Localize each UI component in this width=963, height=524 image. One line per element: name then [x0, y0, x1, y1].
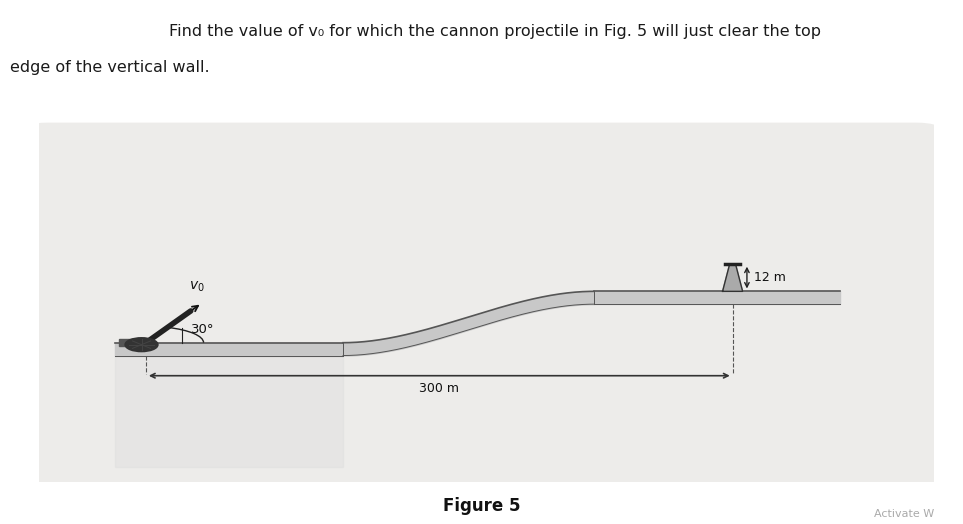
Circle shape — [125, 338, 158, 351]
Text: Figure 5: Figure 5 — [443, 497, 520, 515]
Text: $v_0$: $v_0$ — [189, 279, 204, 294]
Text: 30°: 30° — [191, 323, 215, 336]
Text: Activate W: Activate W — [873, 509, 934, 519]
Text: Find the value of v₀ for which the cannon projectile in Fig. 5 will just clear t: Find the value of v₀ for which the canno… — [169, 24, 820, 39]
Text: edge of the vertical wall.: edge of the vertical wall. — [10, 60, 209, 75]
FancyBboxPatch shape — [20, 123, 943, 486]
Text: 12 m: 12 m — [754, 271, 786, 284]
Text: 300 m: 300 m — [419, 383, 459, 395]
Polygon shape — [722, 264, 742, 291]
Polygon shape — [119, 339, 150, 346]
